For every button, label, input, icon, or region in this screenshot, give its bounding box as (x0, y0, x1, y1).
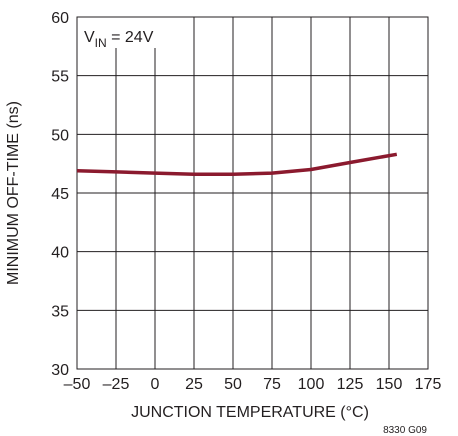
plot-frame (76, 16, 429, 370)
x-axis-ticks: –50 –25 0 25 50 75 100 125 150 175 (64, 376, 442, 393)
y-axis-title: MINIMUM OFF-TIME (ns) (5, 101, 22, 285)
x-tick-label: 125 (337, 376, 364, 393)
figure-id: 8330 G09 (383, 425, 427, 436)
y-tick-label: 55 (51, 69, 69, 86)
y-tick-label: 45 (51, 186, 69, 203)
vin-annotation: VIN = 24V (84, 29, 154, 50)
x-tick-label: 150 (376, 376, 403, 393)
y-tick-label: 35 (51, 303, 69, 320)
y-axis-ticks: 30 35 40 45 50 55 60 (51, 10, 69, 379)
vin-annotation-rest: = 24V (107, 29, 154, 46)
x-tick-label: 25 (185, 376, 203, 393)
y-tick-label: 50 (51, 127, 69, 144)
y-tick-label: 60 (51, 10, 69, 27)
x-tick-label: 100 (298, 376, 325, 393)
vin-annotation-sub: IN (95, 36, 107, 50)
series-line (76, 152, 398, 176)
y-tick-label: 30 (51, 362, 69, 379)
x-tick-label: 50 (224, 376, 242, 393)
vin-annotation-base: V (84, 29, 95, 46)
x-tick-label: 175 (415, 376, 442, 393)
x-tick-label: 75 (263, 376, 281, 393)
series-group (76, 152, 398, 176)
grid (77, 17, 428, 369)
x-tick-label: –50 (64, 376, 91, 393)
y-tick-label: 40 (51, 245, 69, 262)
x-axis-title: JUNCTION TEMPERATURE (°C) (131, 404, 369, 421)
x-tick-label: –25 (103, 376, 130, 393)
x-tick-label: 0 (151, 376, 160, 393)
